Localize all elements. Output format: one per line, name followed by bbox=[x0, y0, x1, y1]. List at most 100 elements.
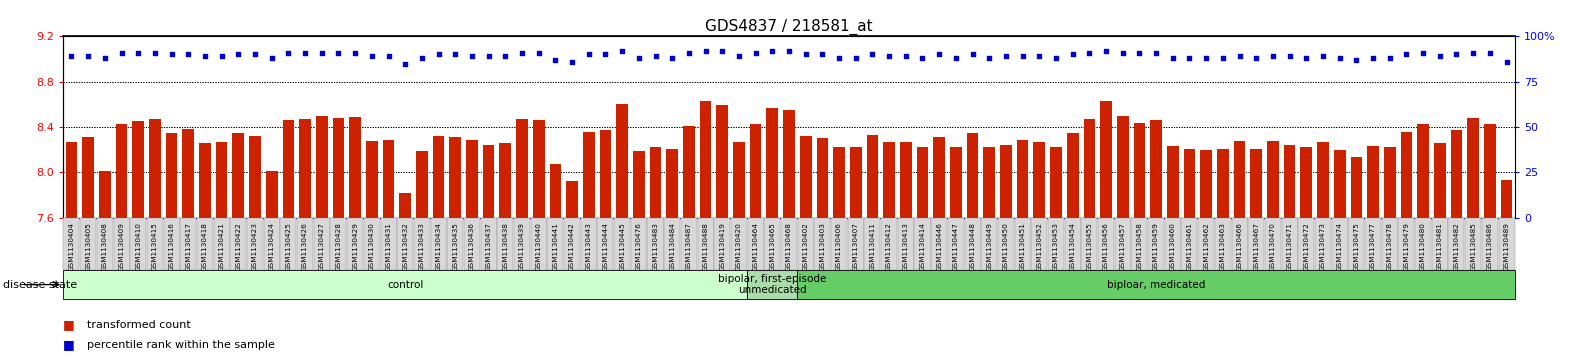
Point bbox=[443, 52, 469, 57]
Bar bbox=[1401, 131, 1412, 218]
Point bbox=[1060, 52, 1086, 57]
Text: GSM1130415: GSM1130415 bbox=[151, 222, 158, 271]
Point bbox=[92, 55, 117, 61]
Point bbox=[1109, 50, 1135, 56]
Text: GSM1130477: GSM1130477 bbox=[1370, 222, 1376, 271]
Point bbox=[492, 53, 518, 59]
Text: GSM1130439: GSM1130439 bbox=[519, 222, 525, 271]
Bar bbox=[1067, 133, 1078, 218]
FancyBboxPatch shape bbox=[797, 270, 1515, 299]
Point bbox=[626, 55, 652, 61]
Point bbox=[660, 55, 685, 61]
FancyBboxPatch shape bbox=[230, 218, 246, 270]
Text: GSM1130414: GSM1130414 bbox=[920, 222, 925, 271]
FancyBboxPatch shape bbox=[96, 218, 114, 270]
Text: GSM1130486: GSM1130486 bbox=[1486, 222, 1493, 271]
FancyBboxPatch shape bbox=[563, 218, 581, 270]
Text: GSM1130445: GSM1130445 bbox=[619, 222, 625, 271]
FancyBboxPatch shape bbox=[748, 218, 764, 270]
Title: GDS4837 / 218581_at: GDS4837 / 218581_at bbox=[705, 19, 873, 35]
Bar bbox=[1267, 140, 1278, 218]
Bar bbox=[216, 142, 227, 218]
Point bbox=[911, 55, 936, 61]
Text: GSM1130472: GSM1130472 bbox=[1303, 222, 1310, 271]
Text: GSM1130404: GSM1130404 bbox=[68, 222, 74, 271]
Bar bbox=[734, 142, 745, 218]
Point bbox=[259, 55, 284, 61]
FancyBboxPatch shape bbox=[281, 218, 297, 270]
FancyBboxPatch shape bbox=[447, 218, 464, 270]
Point bbox=[609, 48, 634, 54]
Text: GSM1130403: GSM1130403 bbox=[819, 222, 825, 271]
Text: GSM1130476: GSM1130476 bbox=[636, 222, 642, 271]
Bar bbox=[1250, 148, 1262, 218]
FancyBboxPatch shape bbox=[948, 218, 964, 270]
FancyBboxPatch shape bbox=[197, 218, 213, 270]
Point bbox=[142, 50, 167, 56]
Point bbox=[393, 61, 418, 66]
Bar bbox=[1417, 124, 1430, 218]
FancyBboxPatch shape bbox=[1098, 218, 1114, 270]
FancyBboxPatch shape bbox=[1131, 218, 1147, 270]
Bar bbox=[383, 139, 394, 218]
Point bbox=[1160, 55, 1185, 61]
FancyBboxPatch shape bbox=[1314, 218, 1330, 270]
Text: ■: ■ bbox=[63, 338, 74, 351]
Point bbox=[693, 48, 718, 54]
Bar bbox=[300, 119, 311, 218]
FancyBboxPatch shape bbox=[131, 218, 147, 270]
Point bbox=[893, 53, 918, 59]
FancyBboxPatch shape bbox=[814, 218, 830, 270]
Text: GSM1130417: GSM1130417 bbox=[185, 222, 191, 271]
Bar bbox=[1201, 150, 1212, 218]
FancyBboxPatch shape bbox=[1015, 218, 1030, 270]
Text: GSM1130457: GSM1130457 bbox=[1120, 222, 1125, 271]
Text: GSM1130470: GSM1130470 bbox=[1270, 222, 1277, 271]
Point bbox=[1444, 52, 1469, 57]
Text: GSM1130423: GSM1130423 bbox=[252, 222, 259, 271]
Text: GSM1130435: GSM1130435 bbox=[453, 222, 458, 271]
FancyBboxPatch shape bbox=[680, 218, 697, 270]
FancyBboxPatch shape bbox=[297, 218, 312, 270]
Point bbox=[710, 48, 735, 54]
Bar bbox=[633, 151, 645, 218]
FancyBboxPatch shape bbox=[997, 218, 1015, 270]
Text: GSM1130425: GSM1130425 bbox=[286, 222, 292, 271]
Text: GSM1130462: GSM1130462 bbox=[1202, 222, 1209, 271]
Bar bbox=[950, 147, 961, 218]
Bar bbox=[1367, 146, 1379, 218]
Point bbox=[525, 50, 551, 56]
Point bbox=[959, 52, 985, 57]
Bar bbox=[516, 119, 529, 218]
Text: GSM1130416: GSM1130416 bbox=[169, 222, 175, 271]
Point bbox=[1043, 55, 1068, 61]
Point bbox=[1427, 53, 1452, 59]
Text: GSM1130446: GSM1130446 bbox=[936, 222, 942, 271]
Text: GSM1130473: GSM1130473 bbox=[1319, 222, 1326, 271]
Bar bbox=[1168, 146, 1179, 218]
FancyBboxPatch shape bbox=[581, 218, 596, 270]
Point bbox=[593, 52, 619, 57]
Text: GSM1130405: GSM1130405 bbox=[85, 222, 92, 271]
FancyBboxPatch shape bbox=[1499, 218, 1515, 270]
FancyBboxPatch shape bbox=[514, 218, 530, 270]
Text: GSM1130463: GSM1130463 bbox=[1220, 222, 1226, 271]
FancyBboxPatch shape bbox=[865, 218, 881, 270]
Point bbox=[243, 52, 268, 57]
Point bbox=[126, 50, 151, 56]
FancyBboxPatch shape bbox=[1182, 218, 1198, 270]
Text: GSM1130481: GSM1130481 bbox=[1438, 222, 1442, 271]
Text: GSM1130426: GSM1130426 bbox=[301, 222, 308, 271]
Point bbox=[1461, 50, 1486, 56]
Text: GSM1130471: GSM1130471 bbox=[1286, 222, 1292, 271]
Point bbox=[159, 52, 185, 57]
FancyBboxPatch shape bbox=[1415, 218, 1431, 270]
Text: GSM1130420: GSM1130420 bbox=[735, 222, 742, 271]
Bar bbox=[1150, 120, 1161, 218]
Text: GSM1130436: GSM1130436 bbox=[469, 222, 475, 271]
Bar bbox=[148, 119, 161, 218]
FancyBboxPatch shape bbox=[330, 218, 347, 270]
Text: GSM1130464: GSM1130464 bbox=[753, 222, 759, 271]
Bar bbox=[884, 142, 895, 218]
FancyBboxPatch shape bbox=[1165, 218, 1180, 270]
